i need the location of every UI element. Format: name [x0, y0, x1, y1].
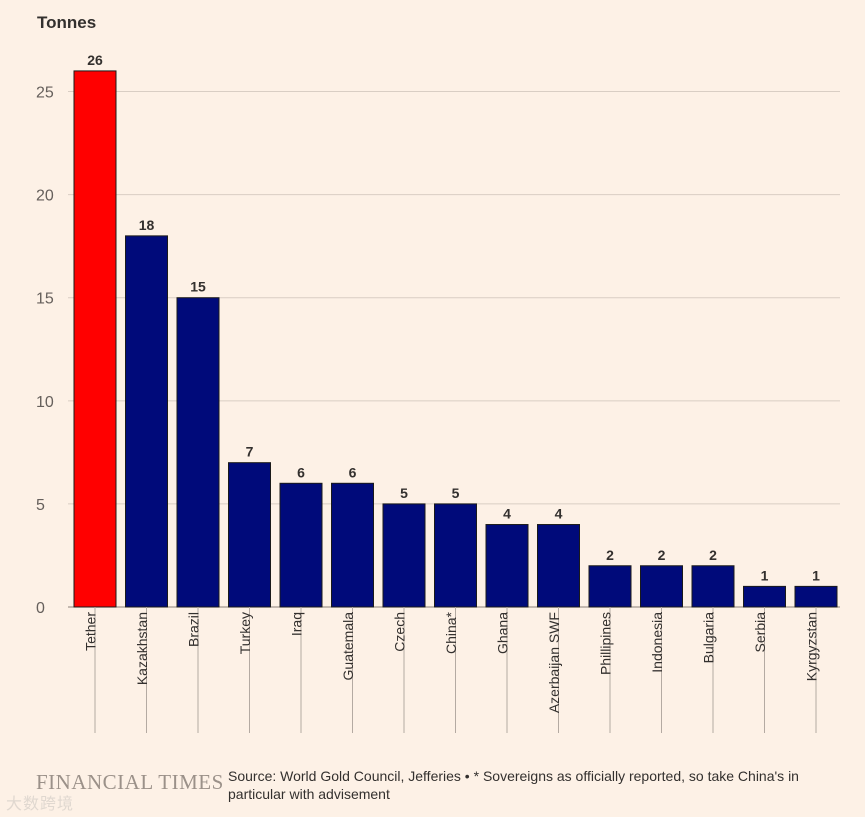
category-label: Bulgaria: [700, 612, 716, 664]
category-label: Czech: [391, 612, 407, 652]
y-tick-label: 0: [36, 600, 45, 617]
bar: [434, 503, 477, 608]
bar: [228, 462, 271, 608]
value-label: 1: [761, 567, 769, 583]
category-label: Guatemala: [340, 612, 356, 681]
category-label: Kyrgyzstan: [803, 612, 819, 681]
category-label: Phillipines: [597, 612, 613, 675]
category-label: Ghana: [494, 612, 510, 654]
category-label: Kazakhstan: [134, 612, 150, 685]
value-label: 18: [139, 217, 155, 233]
financial-times-logo: FINANCIAL TIMES: [36, 770, 224, 794]
value-label: 1: [812, 567, 820, 583]
bar: [382, 503, 426, 608]
bar: [331, 482, 374, 608]
bar: [279, 482, 323, 608]
value-label: 5: [400, 485, 408, 501]
y-tick-label: 20: [36, 188, 54, 205]
value-label: 6: [297, 464, 305, 480]
category-label: Serbia: [752, 612, 768, 653]
bar: [691, 565, 735, 608]
y-axis-unit-label: Tonnes: [37, 13, 97, 32]
value-label: 5: [452, 485, 460, 501]
value-label: 2: [658, 547, 666, 563]
y-tick-label: 25: [36, 85, 54, 102]
value-label: 4: [503, 506, 511, 522]
bar: [794, 585, 838, 608]
bar: [640, 565, 683, 608]
category-label: Iraq: [288, 612, 304, 636]
value-label: 15: [190, 279, 206, 295]
value-label: 7: [246, 444, 254, 460]
value-label: 2: [709, 547, 717, 563]
bar: [125, 235, 168, 608]
watermark: 大数跨境: [6, 796, 75, 813]
category-label: China*: [443, 611, 459, 654]
category-label: Azerbaijan SWF: [546, 612, 562, 713]
bar: [743, 585, 786, 608]
value-label: 26: [87, 52, 103, 68]
bar: [588, 565, 632, 608]
bar: [537, 524, 580, 608]
category-label: Brazil: [185, 612, 201, 647]
bar: [485, 524, 529, 608]
bar: [73, 70, 117, 608]
source-note: Source: World Gold Council, Jefferies • …: [228, 768, 799, 802]
category-label: Turkey: [237, 612, 253, 654]
y-tick-label: 10: [36, 394, 54, 411]
value-label: 4: [555, 506, 563, 522]
y-tick-label: 5: [36, 497, 45, 514]
value-label: 2: [606, 547, 614, 563]
category-label: Indonesia: [649, 612, 665, 673]
value-label: 6: [349, 464, 357, 480]
y-tick-label: 15: [36, 291, 54, 308]
bar: [176, 297, 220, 608]
category-label: Tether: [82, 612, 98, 651]
